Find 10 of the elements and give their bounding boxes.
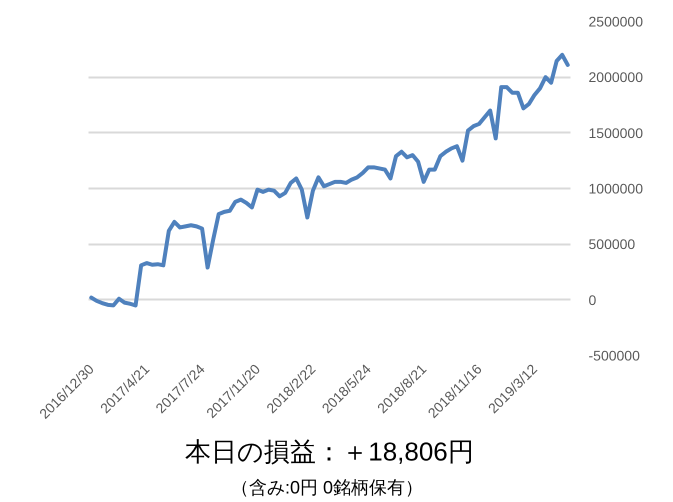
text: （含み:0円 0銘柄保有） (230, 478, 424, 498)
y-tick-label: -500000 (588, 348, 640, 364)
y-tick-label: 2000000 (588, 69, 644, 86)
y-tick-label: 0 (588, 292, 596, 308)
y-tick-label: 2500000 (588, 14, 644, 30)
y-tick-label: 1000000 (588, 180, 644, 196)
y-tick-label: 1500000 (588, 124, 644, 141)
y-tick-label: 500000 (588, 236, 636, 252)
line-series (89, 52, 570, 308)
text: 本日の損益：＋18,806円 (185, 436, 474, 466)
